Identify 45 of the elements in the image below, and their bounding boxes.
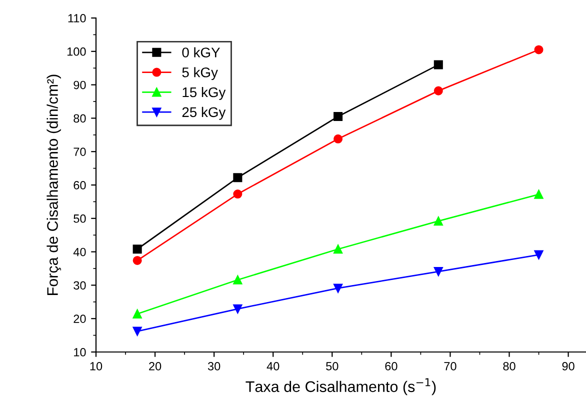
x-tick-label: 20 <box>149 362 162 370</box>
y-tick-label: 70 <box>74 148 86 156</box>
y-tick-label: 110 <box>68 14 86 22</box>
y-tick-label: 50 <box>74 214 86 223</box>
x-axis-title: Taxa de Cisalhamento (s$^{−1}$) <box>246 378 436 396</box>
x-tick-label: 40 <box>266 362 280 370</box>
legend-label: 15 kGy <box>182 86 226 100</box>
x-tick-label: 50 <box>326 362 338 370</box>
point <box>233 190 242 199</box>
point <box>132 309 142 318</box>
point <box>233 304 242 314</box>
point <box>132 256 142 265</box>
point <box>534 250 544 260</box>
point <box>434 266 443 276</box>
x-tick-label: 10 <box>90 362 102 370</box>
point <box>434 60 443 70</box>
x-tick-label: 70 <box>444 362 456 370</box>
point <box>334 112 343 122</box>
point <box>434 86 443 96</box>
y-tick-label: 90 <box>74 80 86 90</box>
legend-label: 5 kGy <box>182 67 218 80</box>
point <box>233 173 242 182</box>
point <box>534 190 544 199</box>
legend-label: 0 kGY <box>182 47 220 58</box>
point <box>334 134 343 144</box>
y-tick-label: 40 <box>73 248 86 256</box>
x-tick-label: 80 <box>503 362 516 370</box>
y-tick-label: 20 <box>74 314 86 323</box>
x-tick-label: 90 <box>562 362 574 370</box>
point <box>334 244 343 254</box>
point <box>434 216 443 226</box>
y-tick-label: 100 <box>67 47 86 56</box>
point <box>534 45 544 54</box>
y-tick-label: 80 <box>74 114 86 123</box>
y-tick-label: 10 <box>74 348 86 356</box>
point <box>132 326 142 336</box>
y-axis-title: Força de Cisalhamento (din/cm²) <box>46 74 62 295</box>
point <box>334 284 343 293</box>
legend-label: 25 kGy <box>182 106 226 120</box>
y-tick-label: 30 <box>74 281 86 290</box>
x-tick-label: 30 <box>208 362 220 370</box>
y-tick-label: 60 <box>74 181 86 190</box>
point <box>233 275 242 284</box>
point <box>132 244 142 254</box>
x-tick-label: 60 <box>385 362 398 370</box>
